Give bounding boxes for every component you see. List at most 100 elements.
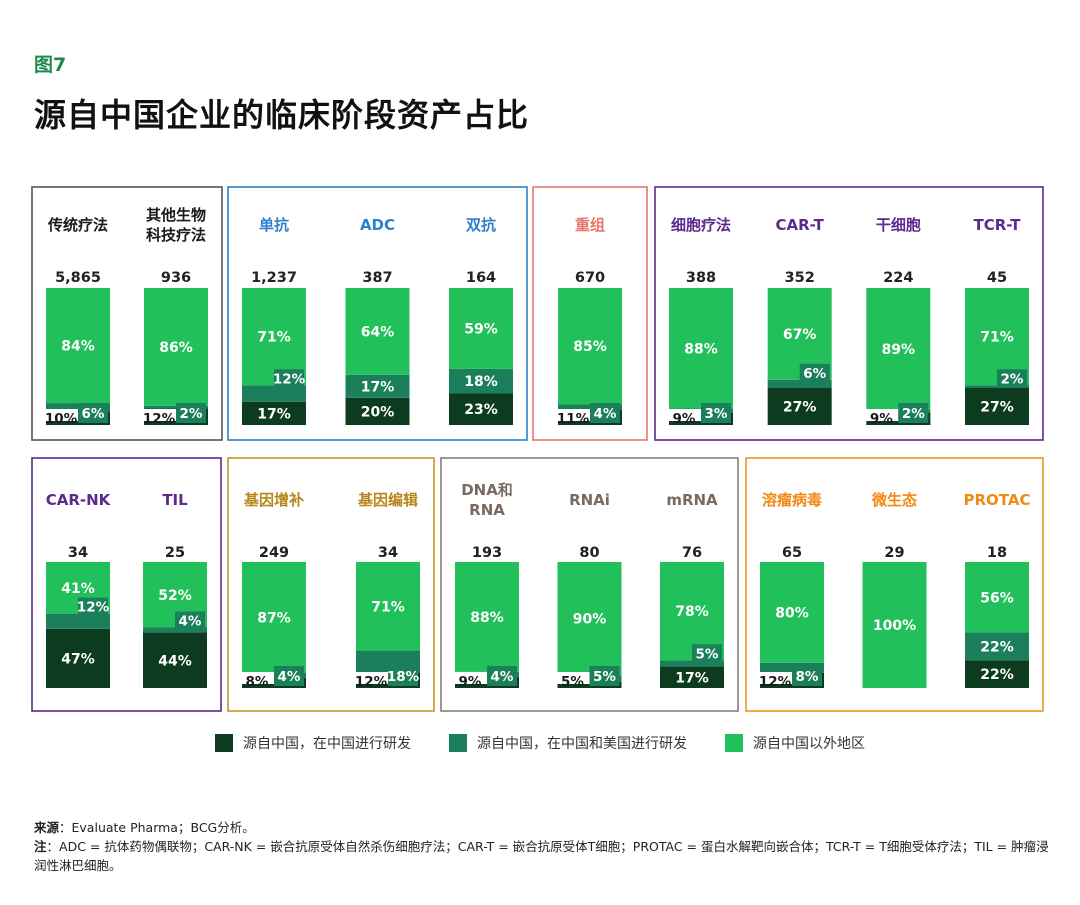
bar-segment-g7-b2-s0 xyxy=(965,660,1029,688)
value-label-g7-b1-s2: 100% xyxy=(873,618,916,634)
abbreviation-note: 注：ADC = 抗体药物偶联物；CAR-NK = 嵌合抗原受体自然杀伤细胞疗法；… xyxy=(34,837,1054,875)
total-label-g7-b1: 29 xyxy=(884,545,904,561)
value-label-g6-b0-s2: 88% xyxy=(470,610,504,626)
value-label-g3-b3-s0: 27% xyxy=(980,400,1014,416)
total-label-g1-b2: 164 xyxy=(466,270,496,286)
value-label-g4-b0-s0: 47% xyxy=(61,651,95,667)
category-label-g2-b0-0: 重组 xyxy=(575,216,605,234)
value-label-g6-b0-s1: 4% xyxy=(491,669,514,685)
category-label-g7-b1-0: 微生态 xyxy=(871,491,917,509)
value-label-g7-b0-s1: 8% xyxy=(796,669,819,685)
value-label-g3-b2-s2: 89% xyxy=(882,342,916,358)
value-label-g6-b2-s2: 78% xyxy=(675,604,709,620)
value-label-g0-b1-s2: 86% xyxy=(159,340,193,356)
value-label-g1-b2-s2: 59% xyxy=(464,321,498,337)
total-label-g6-b1: 80 xyxy=(579,545,599,561)
value-label-g5-b0-s2: 87% xyxy=(257,610,291,626)
value-badge-g0-b0-s1 xyxy=(78,403,108,423)
group-frame-0 xyxy=(31,186,223,441)
value-badge-g3-b1-s1 xyxy=(799,363,830,382)
bar-segment-g4-b0-s0 xyxy=(46,628,110,688)
value-label-g3-b1-s0: 27% xyxy=(783,400,817,416)
value-label-g3-b0-s0: 9% xyxy=(673,411,696,427)
category-label-g0-b1-1: 科技疗法 xyxy=(146,226,206,244)
value-label-g3-b2-s0: 9% xyxy=(870,411,893,427)
note-label: 注 xyxy=(34,839,47,854)
value-badge-g1-b0-s1 xyxy=(274,369,304,388)
bar-segment-g7-b0-s2 xyxy=(760,562,824,663)
group-frame-2 xyxy=(532,186,648,441)
value-label-g6-b1-s0: 5% xyxy=(561,674,584,690)
value-label-g7-b2-s0: 22% xyxy=(980,667,1014,683)
footnotes: 来源：Evaluate Pharma；BCG分析。 注：ADC = 抗体药物偶联… xyxy=(34,818,1054,875)
bar-segment-g2-b0-s2 xyxy=(558,288,622,405)
legend-swatch-outside xyxy=(725,734,743,752)
category-label-g6-b1-0: RNAi xyxy=(569,491,610,509)
category-label-g4-b0-0: CAR-NK xyxy=(46,491,112,509)
category-label-g3-b1-0: CAR-T xyxy=(775,216,824,234)
total-label-g0-b0: 5,865 xyxy=(55,270,101,286)
legend-label-outside: 源自中国以外地区 xyxy=(753,736,865,752)
bar-segment-g6-b1-s2 xyxy=(557,562,622,676)
value-label-g0-b1-s0: 12% xyxy=(143,411,176,427)
value-label-g5-b1-s2: 71% xyxy=(371,599,405,615)
note-text: ：ADC = 抗体药物偶联物；CAR-NK = 嵌合抗原受体自然杀伤细胞疗法；C… xyxy=(34,839,1049,873)
category-label-g1-b2-0: 双抗 xyxy=(466,216,496,234)
value-badge-g3-b3-s1 xyxy=(997,369,1027,388)
group-frame-3 xyxy=(654,186,1044,441)
category-label-g4-b1-0: TIL xyxy=(162,491,188,509)
value-label-g3-b3-s2: 71% xyxy=(980,330,1014,346)
value-label-g4-b1-s1: 4% xyxy=(179,614,202,630)
value-badge-g3-b0-s1 xyxy=(701,403,731,423)
group-frame-1 xyxy=(227,186,528,441)
value-badge-g6-b1-s1 xyxy=(589,666,620,686)
bar-segment-g1-b2-s0 xyxy=(449,393,513,425)
value-label-g0-b0-s0: 10% xyxy=(45,411,78,427)
chart-title: 源自中国企业的临床阶段资产占比 xyxy=(34,96,530,134)
total-label-g5-b1: 34 xyxy=(378,545,398,561)
bar-segment-g6-b2-s1 xyxy=(660,660,724,667)
category-label-g3-b2-0: 干细胞 xyxy=(876,216,921,234)
bar-segment-g0-b1-s2 xyxy=(144,288,208,406)
value-label-g6-b2-s0: 17% xyxy=(675,670,709,686)
category-label-g3-b0-0: 细胞疗法 xyxy=(671,216,731,234)
value-label-g5-b1-s0: 12% xyxy=(355,674,388,690)
legend-item-china-only: 源自中国，在中国进行研发 xyxy=(215,733,411,753)
source-text: ：Evaluate Pharma；BCG分析。 xyxy=(59,820,255,835)
value-label-g6-b1-s1: 5% xyxy=(593,669,616,685)
total-label-g3-b1: 352 xyxy=(785,270,815,286)
value-label-g2-b0-s1: 4% xyxy=(594,406,617,422)
value-label-g3-b3-s1: 2% xyxy=(1001,371,1024,387)
category-label-g5-b0-0: 基因增补 xyxy=(243,491,304,509)
value-badge-g5-b1-s1 xyxy=(388,666,418,686)
bar-segment-g6-b0-s2 xyxy=(455,562,519,672)
bar-segment-g7-b2-s1 xyxy=(965,632,1029,661)
value-badge-g3-b2-s1 xyxy=(898,403,929,423)
value-label-g1-b2-s0: 23% xyxy=(464,402,498,418)
legend-item-china-us: 源自中国，在中国和美国进行研发 xyxy=(449,733,687,753)
category-label-g7-b0-0: 溶瘤病毒 xyxy=(762,491,822,509)
value-label-g4-b1-s0: 44% xyxy=(158,653,192,669)
category-label-g6-b0-1: RNA xyxy=(469,501,505,519)
category-label-g5-b1-0: 基因编辑 xyxy=(357,491,418,509)
bar-segment-g6-b2-s2 xyxy=(660,562,724,661)
value-label-g7-b2-s2: 56% xyxy=(980,590,1014,606)
group-frame-6 xyxy=(440,457,739,712)
bar-segment-g1-b0-s2 xyxy=(242,288,306,386)
source-note: 来源：Evaluate Pharma；BCG分析。 xyxy=(34,818,1054,837)
legend: 源自中国，在中国进行研发 源自中国，在中国和美国进行研发 源自中国以外地区 xyxy=(0,733,1080,753)
total-label-g3-b3: 45 xyxy=(987,270,1007,286)
value-label-g1-b0-s1: 12% xyxy=(273,371,306,387)
legend-swatch-china-us xyxy=(449,734,467,752)
category-label-g3-b3-0: TCR-T xyxy=(973,216,1021,234)
category-label-g1-b0-0: 单抗 xyxy=(259,216,289,234)
value-label-g1-b1-s0: 20% xyxy=(361,404,395,420)
bar-segment-g3-b1-s0 xyxy=(767,388,832,425)
figure-label: 图7 xyxy=(34,54,67,76)
value-label-g0-b0-s2: 84% xyxy=(61,339,95,355)
legend-swatch-china-only xyxy=(215,734,233,752)
total-label-g1-b1: 387 xyxy=(362,270,392,286)
legend-label-china-us: 源自中国，在中国和美国进行研发 xyxy=(477,736,687,752)
total-label-g6-b0: 193 xyxy=(472,545,502,561)
